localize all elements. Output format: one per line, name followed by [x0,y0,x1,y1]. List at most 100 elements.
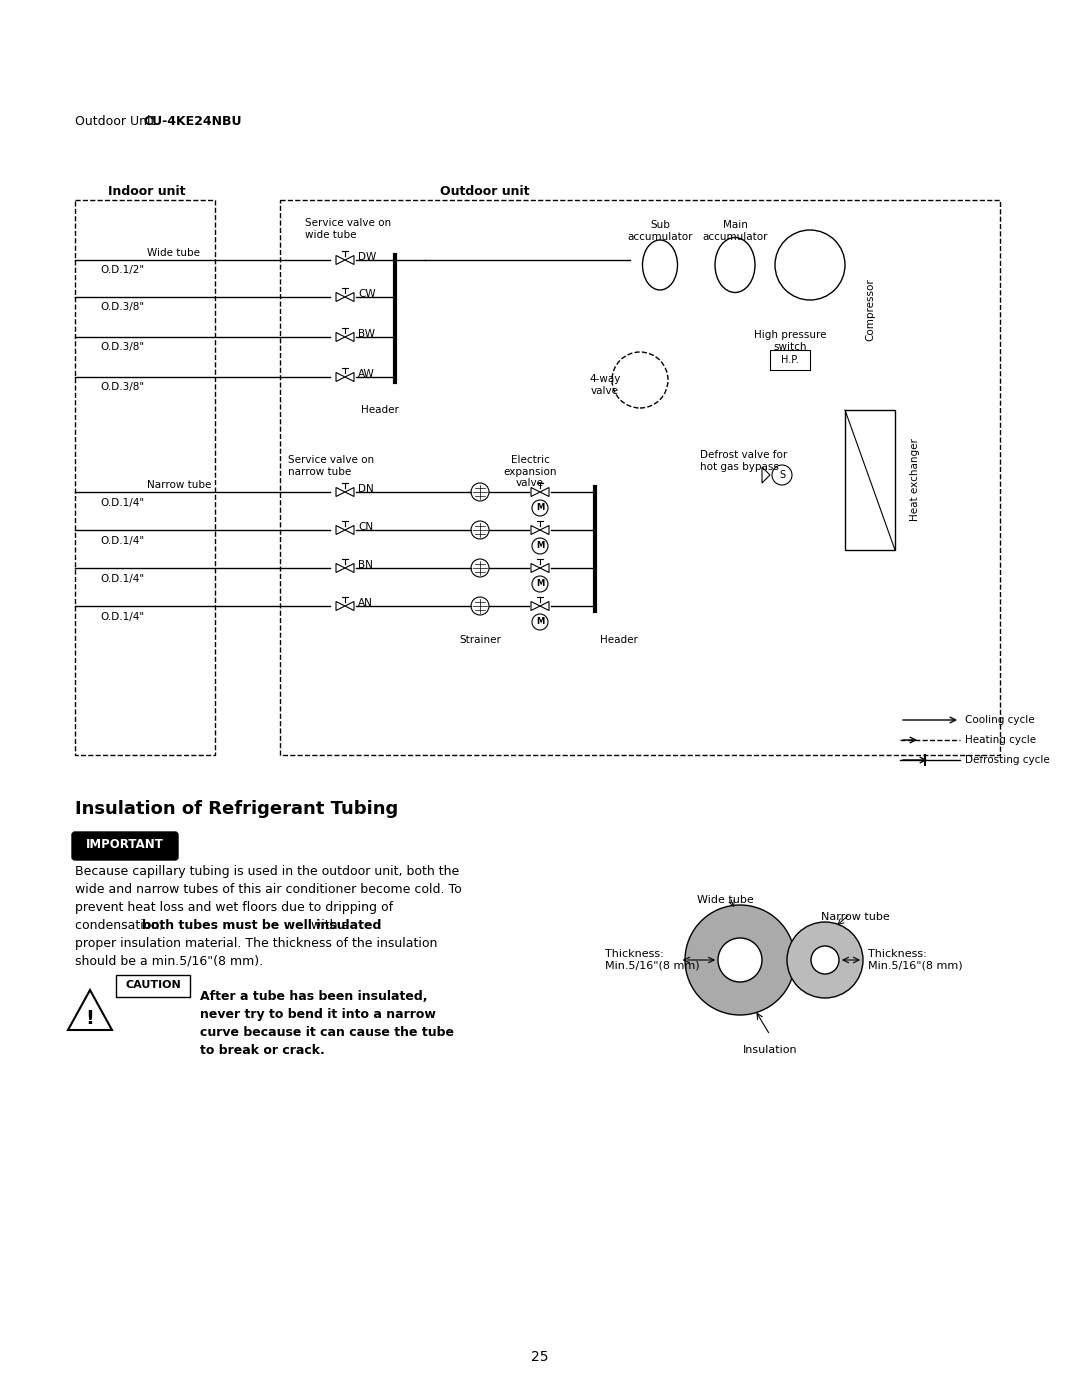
Text: Header: Header [600,636,638,645]
Text: both tubes must be well insulated: both tubes must be well insulated [141,919,381,932]
Text: CW: CW [357,289,376,299]
Polygon shape [540,525,549,535]
FancyBboxPatch shape [770,351,810,370]
Text: AW: AW [357,369,375,379]
Polygon shape [345,256,354,264]
Polygon shape [345,602,354,610]
Polygon shape [336,602,345,610]
Text: Outdoor Unit: Outdoor Unit [75,115,163,129]
Text: Insulation of Refrigerant Tubing: Insulation of Refrigerant Tubing [75,800,399,819]
Polygon shape [336,373,345,381]
Text: M: M [536,617,544,626]
Text: Wide tube: Wide tube [697,895,754,905]
Text: O.D.1/4": O.D.1/4" [100,536,144,546]
Circle shape [787,922,863,997]
Polygon shape [531,488,540,496]
Text: wide and narrow tubes of this air conditioner become cold. To: wide and narrow tubes of this air condit… [75,883,462,895]
Text: O.D.1/4": O.D.1/4" [100,574,144,584]
Text: IMPORTANT: IMPORTANT [86,838,164,852]
Polygon shape [531,563,540,573]
Text: Indoor unit: Indoor unit [108,184,186,198]
Text: High pressure
switch: High pressure switch [754,330,826,352]
FancyBboxPatch shape [72,833,178,861]
Polygon shape [345,563,354,573]
Text: DN: DN [357,483,374,495]
Text: BW: BW [357,330,375,339]
Polygon shape [540,563,549,573]
Text: Compressor: Compressor [865,278,875,341]
Circle shape [532,576,548,592]
Polygon shape [762,467,770,483]
Polygon shape [336,488,345,496]
Circle shape [471,559,489,577]
Circle shape [532,615,548,630]
Text: Service valve on
narrow tube: Service valve on narrow tube [288,455,374,476]
Text: proper insulation material. The thickness of the insulation: proper insulation material. The thicknes… [75,937,437,950]
Polygon shape [336,525,345,535]
Text: !: ! [85,1009,94,1028]
Text: Heating cycle: Heating cycle [966,735,1036,745]
Text: Outdoor unit: Outdoor unit [440,184,529,198]
Circle shape [685,905,795,1016]
Text: BN: BN [357,560,373,570]
Text: curve because it can cause the tube: curve because it can cause the tube [200,1025,454,1039]
Text: to break or crack.: to break or crack. [200,1044,325,1058]
Text: O.D.3/8": O.D.3/8" [100,302,144,312]
Text: CU-4KE24NBU: CU-4KE24NBU [143,115,242,129]
Polygon shape [68,990,112,1030]
Text: Wide tube: Wide tube [147,249,200,258]
Text: Thickness:
Min.5/16"(8 mm): Thickness: Min.5/16"(8 mm) [605,949,700,971]
Circle shape [471,597,489,615]
Text: Sub
accumulator: Sub accumulator [627,219,692,242]
Polygon shape [345,292,354,302]
Text: O.D.3/8": O.D.3/8" [100,342,144,352]
Text: Heat exchanger: Heat exchanger [910,439,920,521]
Text: Header: Header [361,405,399,415]
Text: DW: DW [357,251,376,263]
Polygon shape [336,332,345,341]
Polygon shape [345,525,354,535]
Circle shape [811,946,839,974]
Circle shape [532,500,548,515]
Text: 25: 25 [531,1350,549,1363]
Circle shape [471,483,489,502]
Text: Because capillary tubing is used in the outdoor unit, both the: Because capillary tubing is used in the … [75,865,459,877]
Text: with a: with a [307,919,349,932]
Circle shape [718,937,762,982]
Text: H.P.: H.P. [781,355,799,365]
Text: 4-way
valve: 4-way valve [590,374,621,395]
Text: After a tube has been insulated,: After a tube has been insulated, [200,990,428,1003]
Text: AN: AN [357,598,373,608]
Polygon shape [540,488,549,496]
Text: Narrow tube: Narrow tube [147,481,212,490]
Text: M: M [536,580,544,588]
FancyBboxPatch shape [845,409,895,550]
FancyBboxPatch shape [116,975,190,997]
Text: Insulation: Insulation [743,1045,797,1055]
Text: Service valve on
wide tube: Service valve on wide tube [305,218,391,240]
Polygon shape [336,292,345,302]
Polygon shape [531,602,540,610]
Text: Defrosting cycle: Defrosting cycle [966,754,1050,766]
Text: CN: CN [357,522,373,532]
Polygon shape [540,602,549,610]
Polygon shape [345,488,354,496]
Text: Cooling cycle: Cooling cycle [966,715,1035,725]
Text: Strainer: Strainer [459,636,501,645]
Polygon shape [531,525,540,535]
Circle shape [532,538,548,555]
Text: Main
accumulator: Main accumulator [702,219,768,242]
Text: Defrost valve for
hot gas bypass: Defrost valve for hot gas bypass [700,450,787,472]
Text: Thickness:
Min.5/16"(8 mm): Thickness: Min.5/16"(8 mm) [868,949,962,971]
Text: should be a min.5/16"(8 mm).: should be a min.5/16"(8 mm). [75,956,264,968]
Polygon shape [345,332,354,341]
Text: O.D.1/4": O.D.1/4" [100,612,144,622]
Polygon shape [336,256,345,264]
Text: S: S [779,469,785,481]
Text: O.D.1/4": O.D.1/4" [100,497,144,509]
Text: O.D.1/2": O.D.1/2" [100,265,144,275]
Circle shape [471,521,489,539]
Text: CAUTION: CAUTION [125,981,180,990]
Text: condensation,: condensation, [75,919,167,932]
Text: Narrow tube: Narrow tube [821,912,889,922]
